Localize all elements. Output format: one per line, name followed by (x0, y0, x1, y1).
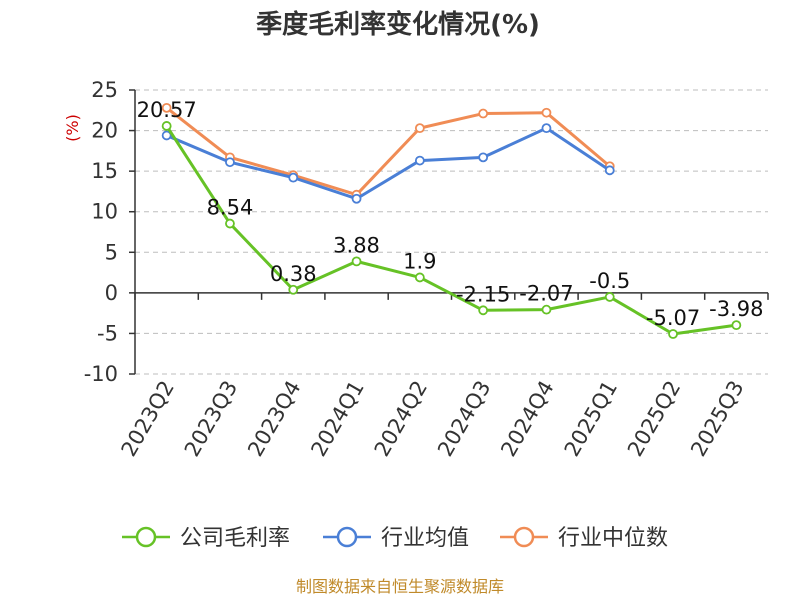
series-lines (161, 102, 742, 339)
series-point (351, 256, 362, 267)
x-tick-label: 2023Q3 (180, 377, 242, 461)
series-point (541, 123, 552, 134)
legend-marker-icon (135, 526, 157, 548)
gridlines (135, 89, 768, 375)
series-point (414, 272, 425, 283)
x-tick-label: 2023Q4 (243, 377, 305, 461)
x-tick-label: 2024Q3 (433, 377, 495, 461)
legend-marker-icon (513, 526, 535, 548)
x-tick-label: 2024Q1 (306, 377, 368, 461)
data-label: -5.07 (646, 306, 700, 330)
series-point (288, 172, 299, 183)
source-note: 制图数据来自恒生聚源数据库 (296, 577, 504, 596)
y-tick-label: 20 (91, 119, 118, 143)
y-tick-label: 15 (91, 159, 118, 183)
series-point (414, 123, 425, 134)
y-axis-ticks: 25 20 15 10 5 0 -5 -10 (84, 78, 118, 386)
data-label: -3.98 (709, 297, 763, 321)
y-tick-label: -5 (97, 321, 118, 345)
series-point (414, 155, 425, 166)
legend-label: 公司毛利率 (180, 526, 290, 551)
data-label: -2.07 (519, 282, 573, 306)
series-line-0 (165, 125, 737, 336)
data-label: 1.9 (403, 249, 436, 273)
y-tick-label: 10 (91, 200, 118, 224)
y-axis-unit: (%) (63, 114, 82, 142)
y-tick-label: 25 (91, 78, 118, 102)
series-point (225, 218, 235, 229)
x-axis-ticks: 2023Q2 2023Q3 2023Q4 2024Q1 2024Q2 2024Q3 2024… (117, 377, 749, 461)
x-tick-label: 2025Q3 (686, 377, 748, 461)
x-tick-label: 2023Q2 (117, 377, 179, 461)
series-point (478, 108, 489, 119)
chart-title: 季度毛利率变化情况(%) (256, 9, 540, 40)
x-tick-label: 2025Q2 (623, 377, 685, 461)
legend-label: 行业均值 (381, 526, 469, 551)
x-tick-label: 2024Q4 (496, 377, 558, 461)
series-point (161, 102, 172, 113)
series-point (351, 193, 362, 204)
data-label: 3.88 (333, 233, 380, 257)
x-tick-label: 2025Q1 (560, 377, 622, 461)
legend: 公司毛利率 行业均值 行业中位数 (122, 526, 668, 551)
series-point (161, 121, 172, 131)
series-point (478, 305, 489, 316)
series-point (541, 304, 552, 315)
data-label: 20.57 (137, 98, 197, 122)
x-tick-label: 2024Q2 (370, 377, 432, 461)
data-label: 8.54 (207, 196, 254, 220)
series-point (604, 165, 615, 176)
series-point (604, 292, 615, 302)
data-label: -2.15 (456, 282, 510, 306)
y-tick-label: 0 (105, 281, 118, 305)
y-tick-label: 5 (105, 240, 118, 264)
legend-marker-icon (336, 526, 358, 548)
series-point (668, 329, 678, 339)
series-line-2 (165, 106, 611, 197)
series-point (478, 152, 489, 163)
series-point (225, 157, 235, 168)
data-label: -0.5 (589, 269, 630, 293)
series-point (161, 130, 172, 141)
y-tick-label: -10 (84, 362, 118, 386)
series-point (541, 107, 552, 118)
series-line-1 (166, 126, 611, 201)
legend-label: 行业中位数 (558, 526, 668, 551)
data-labels: 20.57 8.54 0.38 3.88 1.9 -2.15 -2.07 -0.5 -5.07-… (137, 98, 764, 330)
series-point (731, 320, 742, 331)
data-label: 0.38 (270, 262, 317, 286)
series-point (288, 284, 299, 295)
